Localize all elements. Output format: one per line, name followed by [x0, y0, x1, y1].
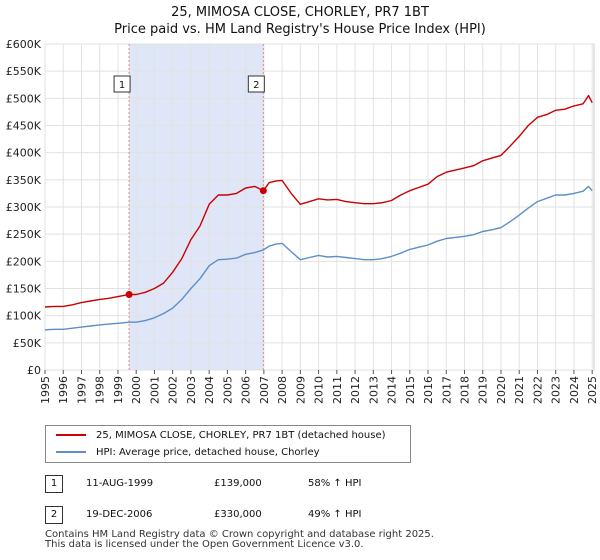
y-tick-label: £450K: [6, 120, 42, 133]
chart-title-block: 25, MIMOSA CLOSE, CHORLEY, PR7 1BT Price…: [0, 4, 600, 38]
x-tick-label: 2006: [240, 376, 253, 404]
x-tick-label: 2001: [148, 376, 161, 404]
x-tick-label: 2022: [531, 376, 544, 404]
sale-box-1: [113, 75, 131, 93]
x-tick-label: 2010: [313, 376, 326, 404]
legend-swatch-property: [56, 434, 86, 436]
legend-label-hpi: HPI: Average price, detached house, Chor…: [96, 447, 320, 458]
x-tick-label: 2024: [568, 376, 581, 404]
x-tick-label: 2012: [349, 376, 362, 404]
y-tick-label: £500K: [6, 92, 42, 105]
x-tick-label: 2013: [367, 376, 380, 404]
legend-item-property: 25, MIMOSA CLOSE, CHORLEY, PR7 1BT (deta…: [56, 428, 386, 444]
x-tick-label: 2025: [586, 376, 599, 404]
legend-item-hpi: HPI: Average price, detached house, Chor…: [56, 445, 320, 461]
x-tick-label: 2023: [550, 376, 563, 404]
sale-badge-2: 2: [45, 506, 63, 524]
sale-badge-1: 1: [45, 475, 63, 493]
sale-hpi-2: 49% ↑ HPI: [308, 509, 362, 520]
hpi-line: [44, 185, 593, 331]
x-tick-label: 2004: [203, 376, 216, 404]
x-tick-label: 2017: [440, 376, 453, 404]
y-tick-label: £350K: [6, 174, 42, 187]
sale-date-2: 19-DEC-2006: [86, 509, 153, 520]
series-lines: [44, 94, 593, 331]
x-tick-label: 2016: [422, 376, 435, 404]
x-tick-label: 2011: [331, 376, 344, 404]
sale-date-1: 11-AUG-1999: [86, 478, 154, 489]
chart-title: 25, MIMOSA CLOSE, CHORLEY, PR7 1BT: [171, 5, 429, 20]
price-chart: £0 £50K £100K £150K £200K £250K £300K £350K £400…: [6, 38, 599, 404]
legend-label-property: 25, MIMOSA CLOSE, CHORLEY, PR7 1BT (deta…: [96, 430, 386, 441]
footer: Contains HM Land Registry data © Crown c…: [45, 530, 434, 550]
x-tick-label: 2008: [276, 376, 289, 404]
x-tick-label: 2018: [459, 376, 472, 404]
sale-point-1: [125, 290, 133, 298]
x-tick-label: 2002: [167, 376, 180, 404]
sale-box-label-1: 1: [119, 80, 125, 91]
x-tick-label: 2009: [294, 376, 307, 404]
sale-point-2: [259, 187, 267, 195]
sale-price-1: £139,000: [214, 478, 262, 489]
y-tick-label: £150K: [6, 283, 42, 296]
gridlines: [44, 43, 594, 371]
y-tick-label: £400K: [6, 147, 42, 160]
sale-box-label-2: 2: [253, 80, 259, 91]
y-tick-label: £300K: [6, 201, 42, 214]
x-tick-label: 2015: [404, 376, 417, 404]
x-axis: 1995 1996 1997 1998 1999 2000 2001 2002 2003 2004…: [39, 370, 599, 404]
x-tick-label: 2003: [185, 376, 198, 404]
sale-points: [125, 187, 267, 298]
footer-licence: This data is licensed under the Open Gov…: [45, 539, 364, 550]
x-tick-label: 2007: [258, 376, 271, 404]
x-tick-label: 2021: [513, 376, 526, 404]
y-tick-label: £200K: [6, 255, 42, 268]
x-tick-label: 1996: [57, 376, 70, 404]
y-tick-label: £250K: [6, 228, 42, 241]
legend: 25, MIMOSA CLOSE, CHORLEY, PR7 1BT (deta…: [45, 425, 411, 463]
x-tick-label: 1998: [94, 376, 107, 404]
property-price-line: [44, 94, 593, 308]
legend-swatch-hpi: [56, 451, 86, 453]
footer-copyright: Contains HM Land Registry data © Crown c…: [45, 529, 434, 540]
x-tick-label: 2020: [495, 376, 508, 404]
y-tick-label: £600K: [6, 38, 42, 51]
x-tick-label: 2000: [130, 376, 143, 404]
x-tick-label: 2014: [386, 376, 399, 404]
y-tick-label: £0: [27, 364, 41, 377]
y-tick-label: £550K: [6, 65, 42, 78]
sale-hpi-1: 58% ↑ HPI: [308, 478, 362, 489]
y-axis: £0 £50K £100K £150K £200K £250K £300K £350K £400…: [6, 38, 42, 377]
x-tick-label: 2019: [477, 376, 490, 404]
y-tick-label: £50K: [13, 337, 42, 350]
y-tick-label: £100K: [6, 310, 42, 323]
chart-subtitle: Price paid vs. HM Land Registry's House …: [114, 22, 486, 37]
sale-box-2: [247, 75, 265, 93]
x-tick-label: 2005: [221, 376, 234, 404]
x-tick-label: 1997: [75, 376, 88, 404]
x-tick-label: 1999: [112, 376, 125, 404]
x-tick-label: 1995: [39, 376, 52, 404]
sale-price-2: £330,000: [214, 509, 262, 520]
